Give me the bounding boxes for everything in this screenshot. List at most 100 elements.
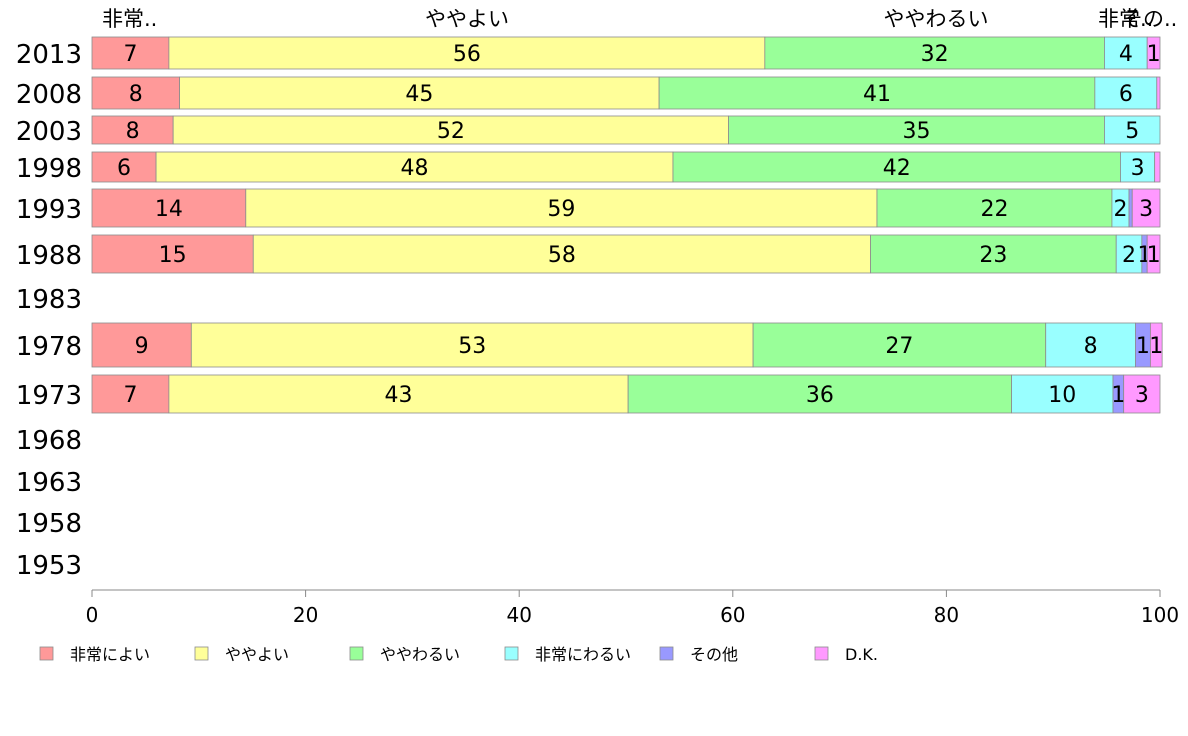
top-series-label: ややよい [425, 7, 509, 31]
legend: 非常によい ややよい ややわるい 非常にわるい その他 D.K. [39, 645, 878, 664]
data-label: 14 [155, 197, 183, 222]
bar-segment [91, 188, 247, 228]
bar-segment [91, 322, 192, 368]
bar-segment [155, 151, 674, 183]
legend-item: D.K. [814, 645, 878, 664]
y-tick-label: 1983 [16, 285, 82, 315]
data-label: 4 [1119, 42, 1133, 67]
data-label: 8 [1084, 334, 1098, 359]
bar-segment [1131, 188, 1161, 228]
data-label: 8 [126, 119, 140, 144]
data-label: 59 [547, 197, 575, 222]
legend-label: 非常にわるい [535, 645, 631, 664]
legend-label: ややわるい [380, 645, 460, 664]
data-label: 32 [921, 42, 949, 67]
bar-segment [168, 36, 766, 70]
y-tick-label: 1968 [16, 426, 82, 456]
data-label: 43 [385, 383, 413, 408]
legend-swatch [349, 646, 364, 661]
data-label: 35 [902, 119, 930, 144]
data-label: 2 [1113, 197, 1127, 222]
x-axis: 0 20 40 60 80 100 [86, 589, 1179, 627]
y-tick-label: 1958 [16, 509, 82, 539]
x-tick-label: 0 [86, 603, 99, 627]
bar-segment [1045, 322, 1136, 368]
x-tick-label: 80 [934, 603, 959, 627]
x-tick-label: 60 [720, 603, 745, 627]
bar-segment [91, 151, 157, 183]
y-tick-label: 1998 [16, 154, 82, 184]
data-label: 1 [1111, 383, 1125, 408]
bar-segment [168, 374, 629, 414]
legend-label: その他 [690, 645, 738, 664]
bar-segment [870, 234, 1117, 274]
bar-segment [1149, 322, 1163, 368]
bar-segment [1156, 76, 1161, 110]
data-label: 15 [159, 243, 187, 268]
bars: 7 56 32 4 18 45 41 68 52 35 56 48 42 314 59 22 2 315 58 23 2… [91, 36, 1163, 414]
data-label: 7 [123, 42, 137, 67]
data-label: 1 [1136, 334, 1150, 359]
bar-segment [91, 374, 170, 414]
bar-segment [172, 115, 729, 145]
bar-segment [245, 188, 878, 228]
data-label: 53 [458, 334, 486, 359]
data-label: 22 [980, 197, 1008, 222]
x-tick-label: 40 [506, 603, 531, 627]
bar-segment [1104, 115, 1161, 145]
legend-swatch [659, 646, 674, 661]
y-tick-label: 2013 [16, 40, 82, 70]
legend-label: ややよい [225, 645, 289, 664]
top-series-label: 非常.. [1098, 7, 1153, 31]
data-label: 3 [1135, 383, 1149, 408]
data-label: 3 [1131, 156, 1145, 181]
x-tick-label: 100 [1141, 603, 1179, 627]
y-tick-label: 1988 [16, 241, 82, 271]
bar-segment [1146, 234, 1161, 274]
data-label: 27 [885, 334, 913, 359]
y-tick-label: 2008 [16, 80, 82, 110]
data-label: 5 [1125, 119, 1139, 144]
y-tick-label: 1978 [16, 332, 82, 362]
bar-segment [252, 234, 871, 274]
legend-swatch [39, 646, 54, 661]
legend-label: 非常によい [70, 645, 150, 664]
bar-segment [1115, 234, 1143, 274]
legend-swatch [504, 646, 519, 661]
bar-segment [728, 115, 1105, 145]
legend-item: ややよい [194, 645, 289, 664]
top-series-label: その.. [1122, 7, 1177, 31]
bar-segment [91, 115, 174, 145]
data-label: 45 [405, 82, 433, 107]
x-tick-label: 20 [293, 603, 318, 627]
legend-item: 非常にわるい [504, 645, 631, 664]
bar-segment [91, 234, 254, 274]
data-label: 6 [1119, 82, 1133, 107]
bar-segment [91, 36, 170, 70]
bar-segment [627, 374, 1012, 414]
data-label: 1 [1149, 334, 1163, 359]
legend-swatch [814, 646, 829, 661]
data-label: 23 [979, 243, 1007, 268]
y-tick-label: 2003 [16, 117, 82, 147]
legend-swatch [194, 646, 209, 661]
bar-segment [1146, 36, 1161, 70]
data-label: 9 [135, 334, 149, 359]
data-label: 2 [1122, 243, 1136, 268]
bar-segment [1104, 36, 1148, 70]
data-label: 1 [1147, 42, 1161, 67]
y-tick-label: 1953 [16, 551, 82, 581]
bar-segment [1011, 374, 1114, 414]
top-series-labels: 非常.. ややよい ややわるい 非常..その.. [102, 7, 1177, 31]
y-tick-label: 1973 [16, 381, 82, 411]
bar-segment [190, 322, 754, 368]
data-label: 7 [123, 383, 137, 408]
data-label: 1 [1147, 243, 1161, 268]
y-axis-labels: 2013 2008 2003 1998 1993 1988 1983 1978 1973 1968… [16, 40, 82, 581]
top-series-label: 非常.. [102, 7, 157, 31]
bar-segment [1094, 76, 1158, 110]
bar-segment [179, 76, 660, 110]
data-label: 58 [548, 243, 576, 268]
legend-item: 非常によい [39, 645, 150, 664]
